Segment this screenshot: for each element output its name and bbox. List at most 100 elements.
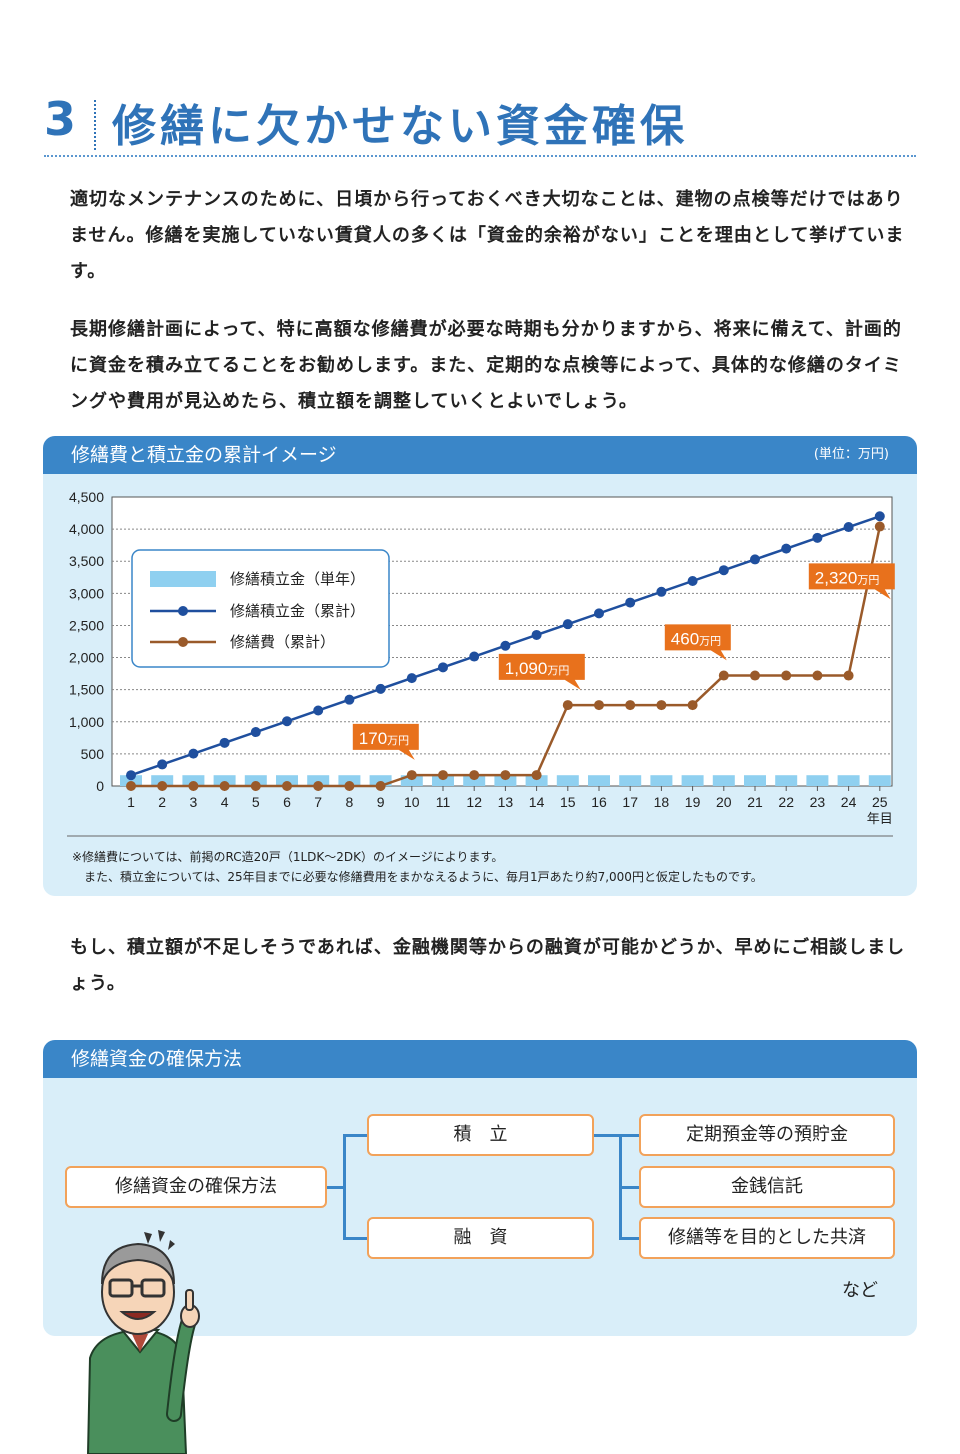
bar-annual-reserve xyxy=(120,775,142,786)
bar-annual-reserve xyxy=(338,775,361,786)
cost-cumulative-point xyxy=(126,781,136,791)
bar-annual-reserve xyxy=(244,775,267,786)
bar-annual-reserve xyxy=(525,775,548,786)
bar-annual-reserve xyxy=(712,775,735,786)
bar-annual-reserve xyxy=(400,775,423,786)
reserve-cumulative-point xyxy=(469,651,480,662)
loan-paragraph: もし、積立額が不足しそうであれば、金融機関等からの融資が可能かどうか、早めにご相… xyxy=(70,937,906,994)
cost-cumulative-point xyxy=(157,781,168,791)
bar-annual-reserve xyxy=(744,775,766,786)
legend-swatch-marker xyxy=(178,606,188,616)
node-tsumitate: 積 立 xyxy=(367,1114,594,1156)
reserve-cumulative-point xyxy=(188,748,199,759)
reserve-cumulative-point xyxy=(282,716,292,727)
title-underline xyxy=(44,155,916,157)
reserve-cumulative-point xyxy=(718,565,729,576)
reserve-cumulative-point xyxy=(438,662,448,673)
cost-cumulative-point xyxy=(812,670,823,681)
cost-cumulative-point xyxy=(687,700,698,711)
cost-cumulative-point xyxy=(375,781,386,791)
page-title: 修繕に欠かせない資金確保 xyxy=(112,101,688,152)
cost-callout xyxy=(808,563,895,600)
x-tick-label: 3 xyxy=(190,794,198,810)
reserve-cumulative-point xyxy=(126,770,136,781)
connector-tsumitate-out xyxy=(592,1134,622,1137)
x-tick-label: 6 xyxy=(283,794,291,810)
cost-cumulative-point xyxy=(562,700,573,711)
x-tick-label: 2 xyxy=(158,794,166,810)
x-tick-label: 22 xyxy=(778,794,794,810)
legend-label: 修繕積立金（単年） xyxy=(230,571,365,588)
cost-cumulative-point xyxy=(843,670,854,681)
reserve-cumulative-point xyxy=(625,597,636,608)
x-tick-label: 15 xyxy=(560,794,576,810)
x-tick-label: 4 xyxy=(221,794,229,810)
connector-branch-vertical xyxy=(343,1134,346,1240)
section-number: 3 xyxy=(44,92,77,146)
bar-annual-reserve xyxy=(494,775,517,786)
y-tick-label: 2,500 xyxy=(69,617,104,633)
reserve-cumulative-point xyxy=(157,759,168,770)
connector-to-leaf-1 xyxy=(619,1134,639,1137)
x-tick-label: 19 xyxy=(685,794,701,810)
cost-callout xyxy=(664,624,731,661)
cost-callout xyxy=(352,723,419,760)
x-tick-label: 10 xyxy=(404,794,420,810)
bar-annual-reserve xyxy=(463,775,486,786)
cost-cumulative-point xyxy=(250,781,261,791)
connector-to-tsumitate xyxy=(343,1134,367,1137)
bar-annual-reserve xyxy=(650,775,673,786)
chart-note-2: また、積立金については、25年目までに必要な修繕費用をまかなえるように、毎月1戸… xyxy=(84,870,763,884)
title-divider xyxy=(94,100,96,150)
reserve-cumulative-point xyxy=(843,522,854,533)
x-tick-label: 14 xyxy=(529,794,545,810)
cost-cumulative-point xyxy=(438,770,448,781)
cost-callout-label: 170万円 xyxy=(359,729,409,748)
bar-annual-reserve xyxy=(432,775,454,786)
chart-panel-header: 修繕費と積立金の累計イメージ (単位：万円) xyxy=(43,436,917,474)
chart-panel-title: 修繕費と積立金の累計イメージ xyxy=(71,444,337,466)
reserve-cumulative-point xyxy=(562,619,573,630)
bar-annual-reserve xyxy=(588,775,610,786)
x-tick-label: 24 xyxy=(841,794,857,810)
cost-cumulative-point xyxy=(188,781,199,791)
cumulative-chart: 0 500 1,000 1,500 2,000 2,500 3,000 3,500 4,000 4… xyxy=(67,489,895,837)
reserve-cumulative-point xyxy=(531,629,542,640)
reserve-cumulative-point xyxy=(500,640,511,651)
chart-note-1: ※修繕費については、前掲のRC造20戸（1LDK〜2DK）のイメージによります。 xyxy=(72,850,504,864)
bar-annual-reserve xyxy=(837,775,860,786)
cost-callout-label: 1,090万円 xyxy=(505,659,570,678)
planning-paragraph: 長期修繕計画によって、特に高額な修繕費が必要な時期も分かりますから、将来に備えて… xyxy=(70,319,902,412)
reserve-cumulative-point xyxy=(687,576,698,587)
connector-to-leaf-3 xyxy=(619,1237,639,1240)
reserve-cumulative-point xyxy=(874,511,885,522)
x-tick-label: 21 xyxy=(747,794,763,810)
y-tick-label: 3,000 xyxy=(69,585,104,601)
connector-to-yushi xyxy=(343,1237,367,1240)
intro-paragraph: 適切なメンテナンスのために、日頃から行っておくべき大切なことは、建物の点検等だけ… xyxy=(70,189,905,282)
surprise-marks-icon xyxy=(144,1230,175,1250)
reserve-cumulative-point xyxy=(219,737,230,748)
x-tick-label: 12 xyxy=(466,794,482,810)
cost-cumulative-point xyxy=(531,770,542,781)
node-yushi: 融 資 xyxy=(367,1217,594,1259)
cost-cumulative-point xyxy=(219,781,230,791)
chart-panel: 修繕費と積立金の累計イメージ (単位：万円) 0 500 1,000 1,500 2,0… xyxy=(43,436,917,896)
bar-annual-reserve xyxy=(556,775,579,786)
cost-cumulative-point xyxy=(718,670,729,681)
bar-annual-reserve xyxy=(213,775,236,786)
cost-cumulative-point xyxy=(874,521,885,532)
y-tick-label: 4,000 xyxy=(69,521,104,537)
cost-cumulative-point xyxy=(406,770,417,781)
reserve-cumulative-point xyxy=(750,554,760,565)
x-tick-label: 17 xyxy=(622,794,638,810)
reserve-cumulative-point xyxy=(250,727,261,738)
legend-label: 修繕積立金（累計） xyxy=(230,603,365,620)
x-tick-label: 18 xyxy=(654,794,670,810)
method-panel-header: 修繕資金の確保方法 xyxy=(43,1040,917,1078)
x-tick-label: 1 xyxy=(127,794,135,810)
node-leaf-mutual-aid: 修繕等を目的とした共済 xyxy=(639,1217,895,1259)
cost-cumulative-point xyxy=(469,770,480,781)
cost-cumulative-point xyxy=(625,700,636,711)
reserve-cumulative-point xyxy=(406,673,417,684)
